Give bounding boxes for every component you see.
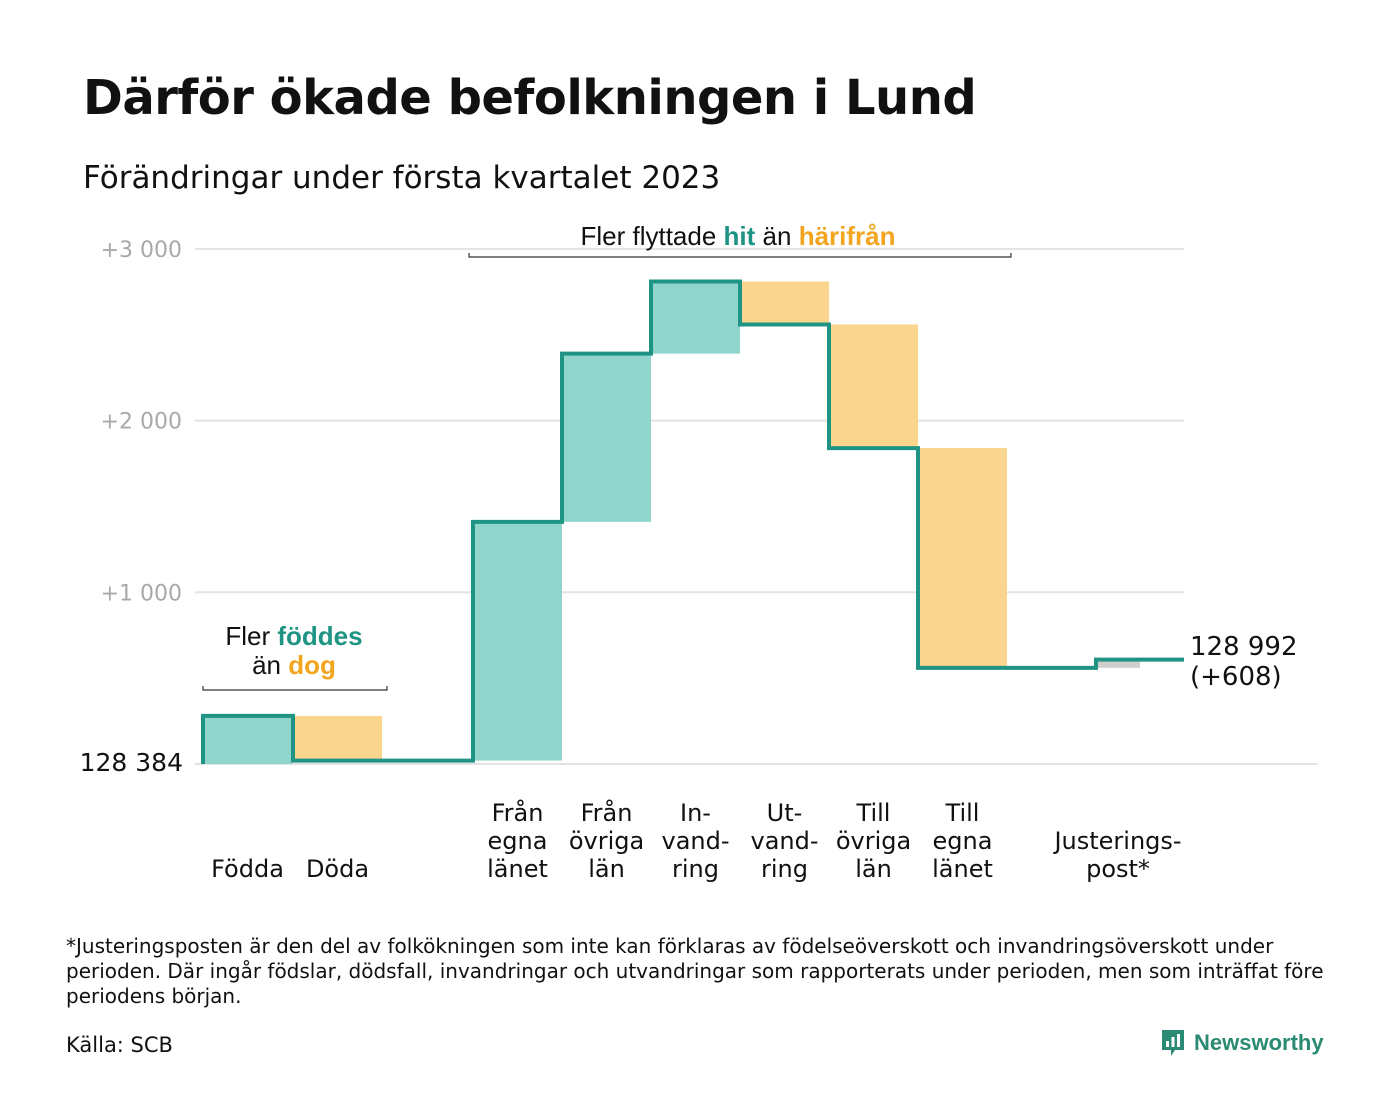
- y-tick-label: +3 000: [101, 238, 182, 263]
- category-label: Till: [856, 799, 891, 827]
- births-annotation-line1: Fler föddes: [225, 621, 362, 651]
- y-tick-label: +1 000: [101, 581, 182, 606]
- newsworthy-icon: [1162, 1030, 1184, 1056]
- cumulative-step-line: [201, 279, 1184, 764]
- category-label: Från: [581, 798, 633, 827]
- end-value-label: 128 992: [1190, 632, 1298, 662]
- category-label: ring: [761, 855, 808, 883]
- chart-title: Därför ökade befolkningen i Lund: [83, 70, 977, 126]
- category-label: Från: [492, 798, 544, 827]
- chart-subtitle: Förändringar under första kvartalet 2023: [83, 160, 721, 196]
- bar-to-other-counties: [829, 324, 918, 449]
- category-label: egna: [933, 827, 993, 855]
- category-label: länet: [487, 855, 548, 883]
- end-change-label: (+608): [1190, 662, 1282, 692]
- bar-from-own-county: [473, 521, 562, 761]
- bar-to-own-county: [918, 448, 1007, 668]
- category-label: län: [855, 855, 892, 883]
- category-label: övriga: [836, 827, 911, 855]
- migration-annotation-bracket: [468, 253, 1012, 258]
- bar-adjustment: [1096, 659, 1140, 668]
- category-label: Till: [945, 799, 980, 827]
- category-label: ring: [672, 855, 719, 883]
- category-label: Justerings-: [1052, 827, 1181, 855]
- category-label: Födda: [211, 855, 284, 883]
- source-label: Källa: SCB: [66, 1033, 173, 1057]
- y-tick-label: +2 000: [101, 410, 182, 435]
- category-label: In-: [680, 799, 711, 827]
- bar-deaths: [293, 715, 382, 761]
- category-label: egna: [488, 827, 548, 855]
- bar-births: [203, 715, 292, 764]
- category-label: post*: [1086, 855, 1150, 883]
- newsworthy-logo: Newsworthy: [1160, 1028, 1324, 1058]
- category-label: län: [588, 855, 625, 883]
- start-value-label: 128 384: [80, 748, 183, 777]
- bar-emigration: [740, 281, 829, 325]
- category-label: vand-: [750, 827, 818, 855]
- brand-name: Newsworthy: [1194, 1030, 1324, 1055]
- category-label: övriga: [569, 827, 644, 855]
- footnote: *Justeringsposten är den del av folkökni…: [66, 934, 1324, 1008]
- category-label: länet: [932, 855, 993, 883]
- category-label: Ut-: [767, 799, 803, 827]
- category-label: vand-: [661, 827, 729, 855]
- bar-from-other-counties: [562, 353, 651, 522]
- category-label: Döda: [306, 855, 369, 883]
- births-annotation-bracket: [202, 686, 388, 691]
- bar-immigration: [651, 281, 740, 354]
- migration-annotation: Fler flyttade hit än härifrån: [580, 221, 895, 251]
- births-annotation-line2: än dog: [252, 650, 336, 680]
